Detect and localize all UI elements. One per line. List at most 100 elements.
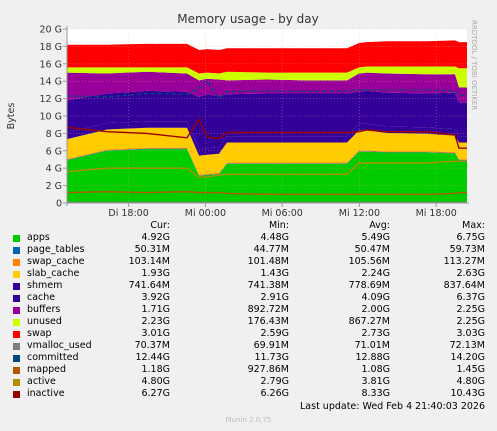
legend-swatch	[13, 295, 20, 302]
legend-min-value: 44.77M	[253, 244, 289, 255]
legend-row: buffers 1.71G 892.72M 2.00G 2.25G	[0, 304, 497, 316]
legend-series-name: buffers	[27, 304, 61, 315]
area-buffers	[67, 71, 467, 103]
x-tick-label: Mi 18:00	[416, 208, 457, 219]
legend-swatch	[13, 343, 20, 350]
legend-avg-value: 8.33G	[361, 388, 390, 399]
legend-max-value: 837.64M	[443, 280, 485, 291]
legend-min-value: 101.48M	[247, 256, 289, 267]
legend-series-name: slab_cache	[27, 268, 80, 279]
legend-min-value: 2.91G	[260, 292, 289, 303]
legend-min-value: 4.48G	[260, 232, 289, 243]
legend-cur-value: 70.37M	[134, 340, 170, 351]
y-tick-label: 8 G	[46, 129, 62, 140]
line-mapped	[66, 190, 467, 195]
legend-cur-value: 4.92G	[141, 232, 170, 243]
legend-cur-value: 1.71G	[141, 304, 170, 315]
legend-series-name: swap_cache	[27, 256, 85, 267]
legend-series-name: shmem	[27, 280, 63, 291]
legend-min-value: 892.72M	[247, 304, 289, 315]
line-inactive	[66, 118, 467, 149]
legend-series-name: unused	[27, 316, 62, 327]
legend-cur-value: 103.14M	[128, 256, 170, 267]
x-tick-label: Mi 12:00	[339, 208, 380, 219]
munin-version: Munin 2.0.75	[225, 416, 272, 424]
x-tick-label: Mi 00:00	[185, 208, 226, 219]
legend-series-name: mapped	[27, 364, 67, 375]
legend-series-name: active	[27, 376, 56, 387]
legend-avg-value: 1.08G	[361, 364, 390, 375]
legend-series-name: swap	[27, 328, 52, 339]
legend-row: committed 12.44G 11.73G 12.88G 14.20G	[0, 352, 497, 364]
legend-row: page_tables 50.31M 44.77M 50.47M 59.73M	[0, 244, 497, 256]
last-update: Last update: Wed Feb 4 21:40:03 2026	[300, 401, 485, 412]
legend-min-value: 741.38M	[247, 280, 289, 291]
area-slab_cache	[67, 127, 467, 175]
series-lines	[66, 79, 467, 204]
line-committed	[66, 79, 467, 100]
legend-header-max: Max:	[462, 220, 485, 231]
legend-row: unused 2.23G 176.43M 867.27M 2.25G	[0, 316, 497, 328]
line-active	[66, 160, 467, 179]
stacked-areas	[67, 40, 467, 203]
legend-swatch	[13, 319, 20, 326]
legend-max-value: 6.37G	[456, 292, 485, 303]
legend-cur-value: 50.31M	[134, 244, 170, 255]
legend-avg-value: 2.24G	[361, 268, 390, 279]
legend-max-value: 14.20G	[450, 352, 485, 363]
memory-chart: Memory usage - by day Bytes 0 2 G 4 G 6 G 8 …	[6, 12, 469, 219]
legend-avg-value: 71.01M	[354, 340, 390, 351]
legend-cur-value: 12.44G	[135, 352, 170, 363]
legend-max-value: 2.25G	[456, 304, 485, 315]
legend-cur-value: 1.18G	[141, 364, 170, 375]
legend-max-value: 2.63G	[456, 268, 485, 279]
legend-row: vmalloc_used 70.37M 69.91M 71.01M 72.13M	[0, 340, 497, 352]
legend-row: mapped 1.18G 927.86M 1.08G 1.45G	[0, 364, 497, 376]
y-tick-label: 20 G	[40, 25, 62, 36]
legend-avg-value: 105.56M	[348, 256, 390, 267]
legend-row: slab_cache 1.93G 1.43G 2.24G 2.63G	[0, 268, 497, 280]
y-tick-label: 2 G	[46, 181, 62, 192]
legend-row: swap 3.01G 2.59G 2.73G 3.03G	[0, 328, 497, 340]
y-axis-ticks: 0 2 G 4 G 6 G 8 G 10 G 12 G 14 G 16 G 18 G 20 G	[40, 25, 67, 210]
legend-row: shmem 741.64M 741.38M 778.69M 837.64M	[0, 280, 497, 292]
legend-cur-value: 1.93G	[141, 268, 170, 279]
legend-max-value: 2.25G	[456, 316, 485, 327]
legend-header-min: Min:	[268, 220, 289, 231]
legend-max-value: 4.80G	[456, 376, 485, 387]
legend-series-name: page_tables	[27, 244, 85, 255]
y-tick-label: 12 G	[40, 94, 62, 105]
legend-swatch	[13, 235, 20, 242]
legend-cur-value: 3.92G	[141, 292, 170, 303]
y-tick-label: 4 G	[46, 164, 62, 175]
y-tick-label: 6 G	[46, 146, 62, 157]
y-tick-label: 10 G	[40, 112, 62, 123]
legend-row: cache 3.92G 2.91G 4.09G 6.37G	[0, 292, 497, 304]
x-axis-ticks: Di 18:00 Mi 00:00 Mi 06:00 Mi 12:00 Mi 18:00	[108, 203, 457, 219]
legend-series-name: apps	[27, 232, 50, 243]
legend-avg-value: 2.73G	[361, 328, 390, 339]
legend-header-cur: Cur:	[150, 220, 170, 231]
legend-row: swap_cache 103.14M 101.48M 105.56M 113.27M	[0, 256, 497, 268]
legend-swatch	[13, 379, 20, 386]
legend-min-value: 2.79G	[260, 376, 289, 387]
legend-row: apps 4.92G 4.48G 5.49G 6.75G	[0, 232, 497, 244]
legend-cur-value: 741.64M	[128, 280, 170, 291]
legend-max-value: 1.45G	[456, 364, 485, 375]
legend-swatch	[13, 307, 20, 314]
legend-min-value: 176.43M	[247, 316, 289, 327]
legend-series-name: inactive	[27, 388, 65, 399]
legend-max-value: 59.73M	[449, 244, 485, 255]
legend-min-value: 1.43G	[260, 268, 289, 279]
legend-swatch	[13, 283, 20, 290]
legend-avg-value: 4.09G	[361, 292, 390, 303]
legend: Cur: Min: Avg: Max: apps 4.92G 4.48G 5.49G 6…	[0, 220, 497, 400]
y-tick-label: 14 G	[40, 77, 62, 88]
y-tick-label: 16 G	[40, 59, 62, 70]
legend-header-avg: Avg:	[369, 220, 390, 231]
legend-max-value: 113.27M	[443, 256, 485, 267]
legend-cur-value: 6.27G	[141, 388, 170, 399]
legend-avg-value: 867.27M	[348, 316, 390, 327]
legend-series-name: committed	[27, 352, 79, 363]
legend-series-name: vmalloc_used	[27, 340, 92, 351]
